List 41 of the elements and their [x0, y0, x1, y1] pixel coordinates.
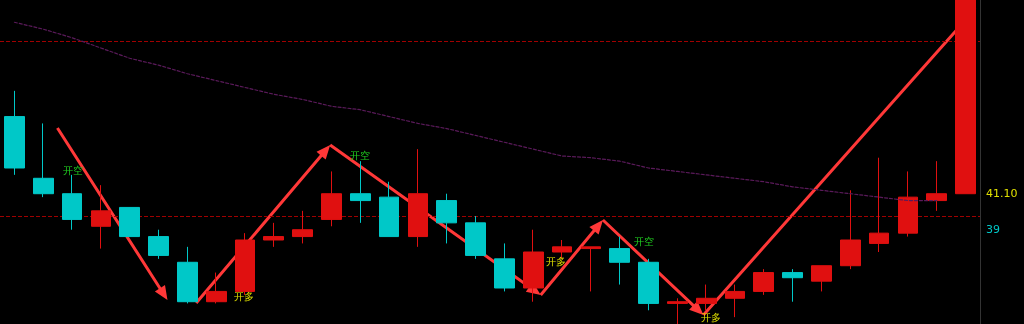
candlestick	[436, 193, 457, 244]
candlestick	[725, 284, 745, 318]
candlestick	[494, 242, 515, 292]
annotation: 开空	[633, 235, 654, 247]
candlestick	[91, 184, 111, 250]
candlestick	[782, 268, 803, 303]
candlestick	[148, 229, 169, 260]
candlestick	[4, 90, 25, 176]
candlestick	[379, 181, 399, 238]
candlestick	[263, 222, 284, 248]
annotation: 开空	[350, 149, 371, 161]
candlestick	[753, 268, 774, 296]
candlestick	[840, 189, 861, 270]
candlestick	[62, 174, 82, 231]
y-tick-label: 39	[986, 223, 1000, 237]
annotation: 开空	[63, 164, 84, 176]
candlestick	[119, 206, 140, 238]
candlestick	[667, 297, 688, 324]
candlestick	[696, 284, 717, 311]
candlestick	[638, 258, 659, 311]
annotation: 开多	[545, 255, 566, 267]
candlestick	[465, 215, 486, 260]
candlestick	[811, 265, 832, 292]
line-series	[13, 21, 938, 202]
candlestick	[33, 122, 54, 198]
candlestick	[206, 272, 227, 304]
candlestick	[350, 160, 371, 224]
y-tick-label: 41.10	[986, 187, 1018, 201]
candlestick	[321, 170, 342, 227]
annotation: 开多	[700, 311, 721, 323]
candlestick	[869, 157, 889, 253]
candlestick	[955, 0, 976, 195]
candlestick	[177, 246, 198, 304]
candlestick	[581, 246, 601, 292]
candlestick	[926, 160, 947, 212]
candlestick	[408, 148, 428, 248]
annotation: 开多	[233, 290, 254, 302]
candlestick	[609, 236, 630, 286]
candlestick	[292, 210, 313, 244]
candlestick	[898, 170, 918, 238]
candlestick	[523, 229, 544, 303]
